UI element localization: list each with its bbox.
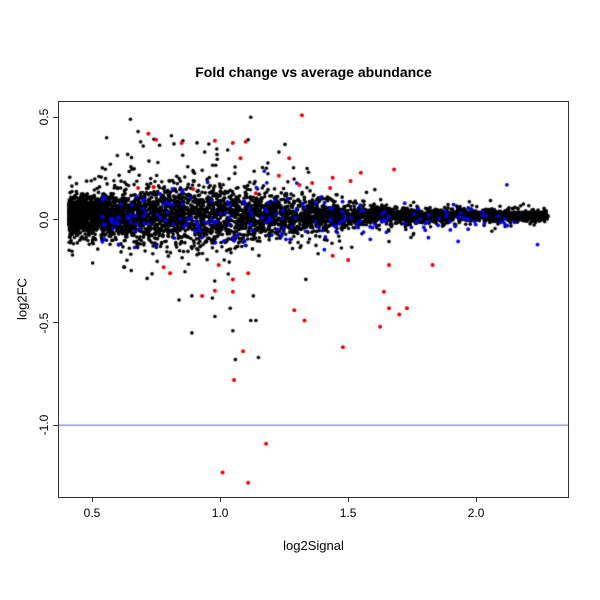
y-axis-tick [53,322,58,324]
y-axis-label: log2FC [14,278,30,320]
chart-title: Fold change vs average abundance [195,64,432,80]
y-axis-tick [53,424,58,426]
plot-area [58,101,569,498]
x-axis-tick [219,497,221,502]
y-tick-label: 0.5 [37,108,51,126]
x-tick-label: 1.0 [211,506,229,520]
y-tick-label: 0.0 [37,211,51,229]
x-axis-tick [347,497,349,502]
y-axis-tick [53,219,58,221]
x-axis-tick [475,497,477,502]
x-axis-label: log2Signal [283,538,344,553]
y-axis-tick [53,116,58,118]
x-axis-tick [91,497,93,502]
y-tick-label: -1.0 [37,414,51,436]
x-tick-label: 2.0 [467,506,485,520]
y-tick-label: -0.5 [37,312,51,333]
x-tick-label: 0.5 [83,506,101,520]
x-tick-label: 1.5 [339,506,357,520]
scatter-canvas [59,102,568,497]
